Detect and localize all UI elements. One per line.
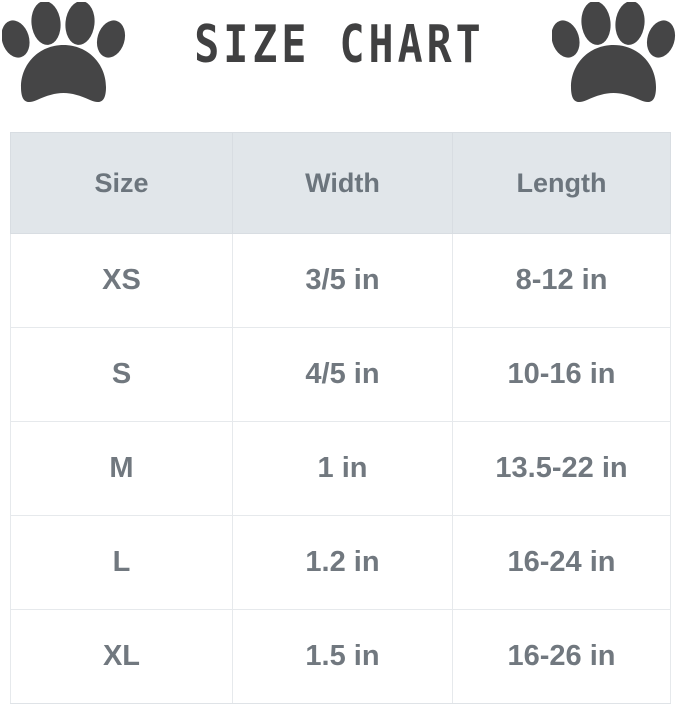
table-row: M 1 in 13.5-22 in	[10, 421, 671, 516]
table-header-row: Size Width Length	[10, 132, 671, 234]
page-title: SIZE CHART	[194, 15, 485, 75]
table-body: XS 3/5 in 8-12 in S 4/5 in 10-16 in M 1 …	[10, 233, 671, 704]
column-header-width: Width	[232, 132, 453, 234]
paw-print-icon	[1, 1, 127, 122]
cell-length: 16-24 in	[452, 515, 671, 610]
cell-size: XL	[10, 609, 233, 704]
cell-width: 3/5 in	[232, 233, 453, 328]
table-header: Size Width Length	[10, 132, 671, 234]
table-row: S 4/5 in 10-16 in	[10, 327, 671, 422]
cell-width: 1.5 in	[232, 609, 453, 704]
chart-header: SIZE CHART	[0, 0, 679, 130]
table-row: XS 3/5 in 8-12 in	[10, 233, 671, 328]
cell-length: 13.5-22 in	[452, 421, 671, 516]
size-chart-table: Size Width Length XS 3/5 in 8-12 in S 4/…	[10, 132, 671, 704]
cell-size: XS	[10, 233, 233, 328]
column-header-length: Length	[452, 132, 671, 234]
cell-size: L	[10, 515, 233, 610]
cell-width: 1 in	[232, 421, 453, 516]
cell-size: S	[10, 327, 233, 422]
paw-print-icon	[551, 1, 677, 122]
cell-length: 8-12 in	[452, 233, 671, 328]
cell-length: 10-16 in	[452, 327, 671, 422]
table-row: L 1.2 in 16-24 in	[10, 515, 671, 610]
cell-size: M	[10, 421, 233, 516]
cell-width: 1.2 in	[232, 515, 453, 610]
column-header-size: Size	[10, 132, 233, 234]
cell-width: 4/5 in	[232, 327, 453, 422]
cell-length: 16-26 in	[452, 609, 671, 704]
table-row: XL 1.5 in 16-26 in	[10, 609, 671, 704]
